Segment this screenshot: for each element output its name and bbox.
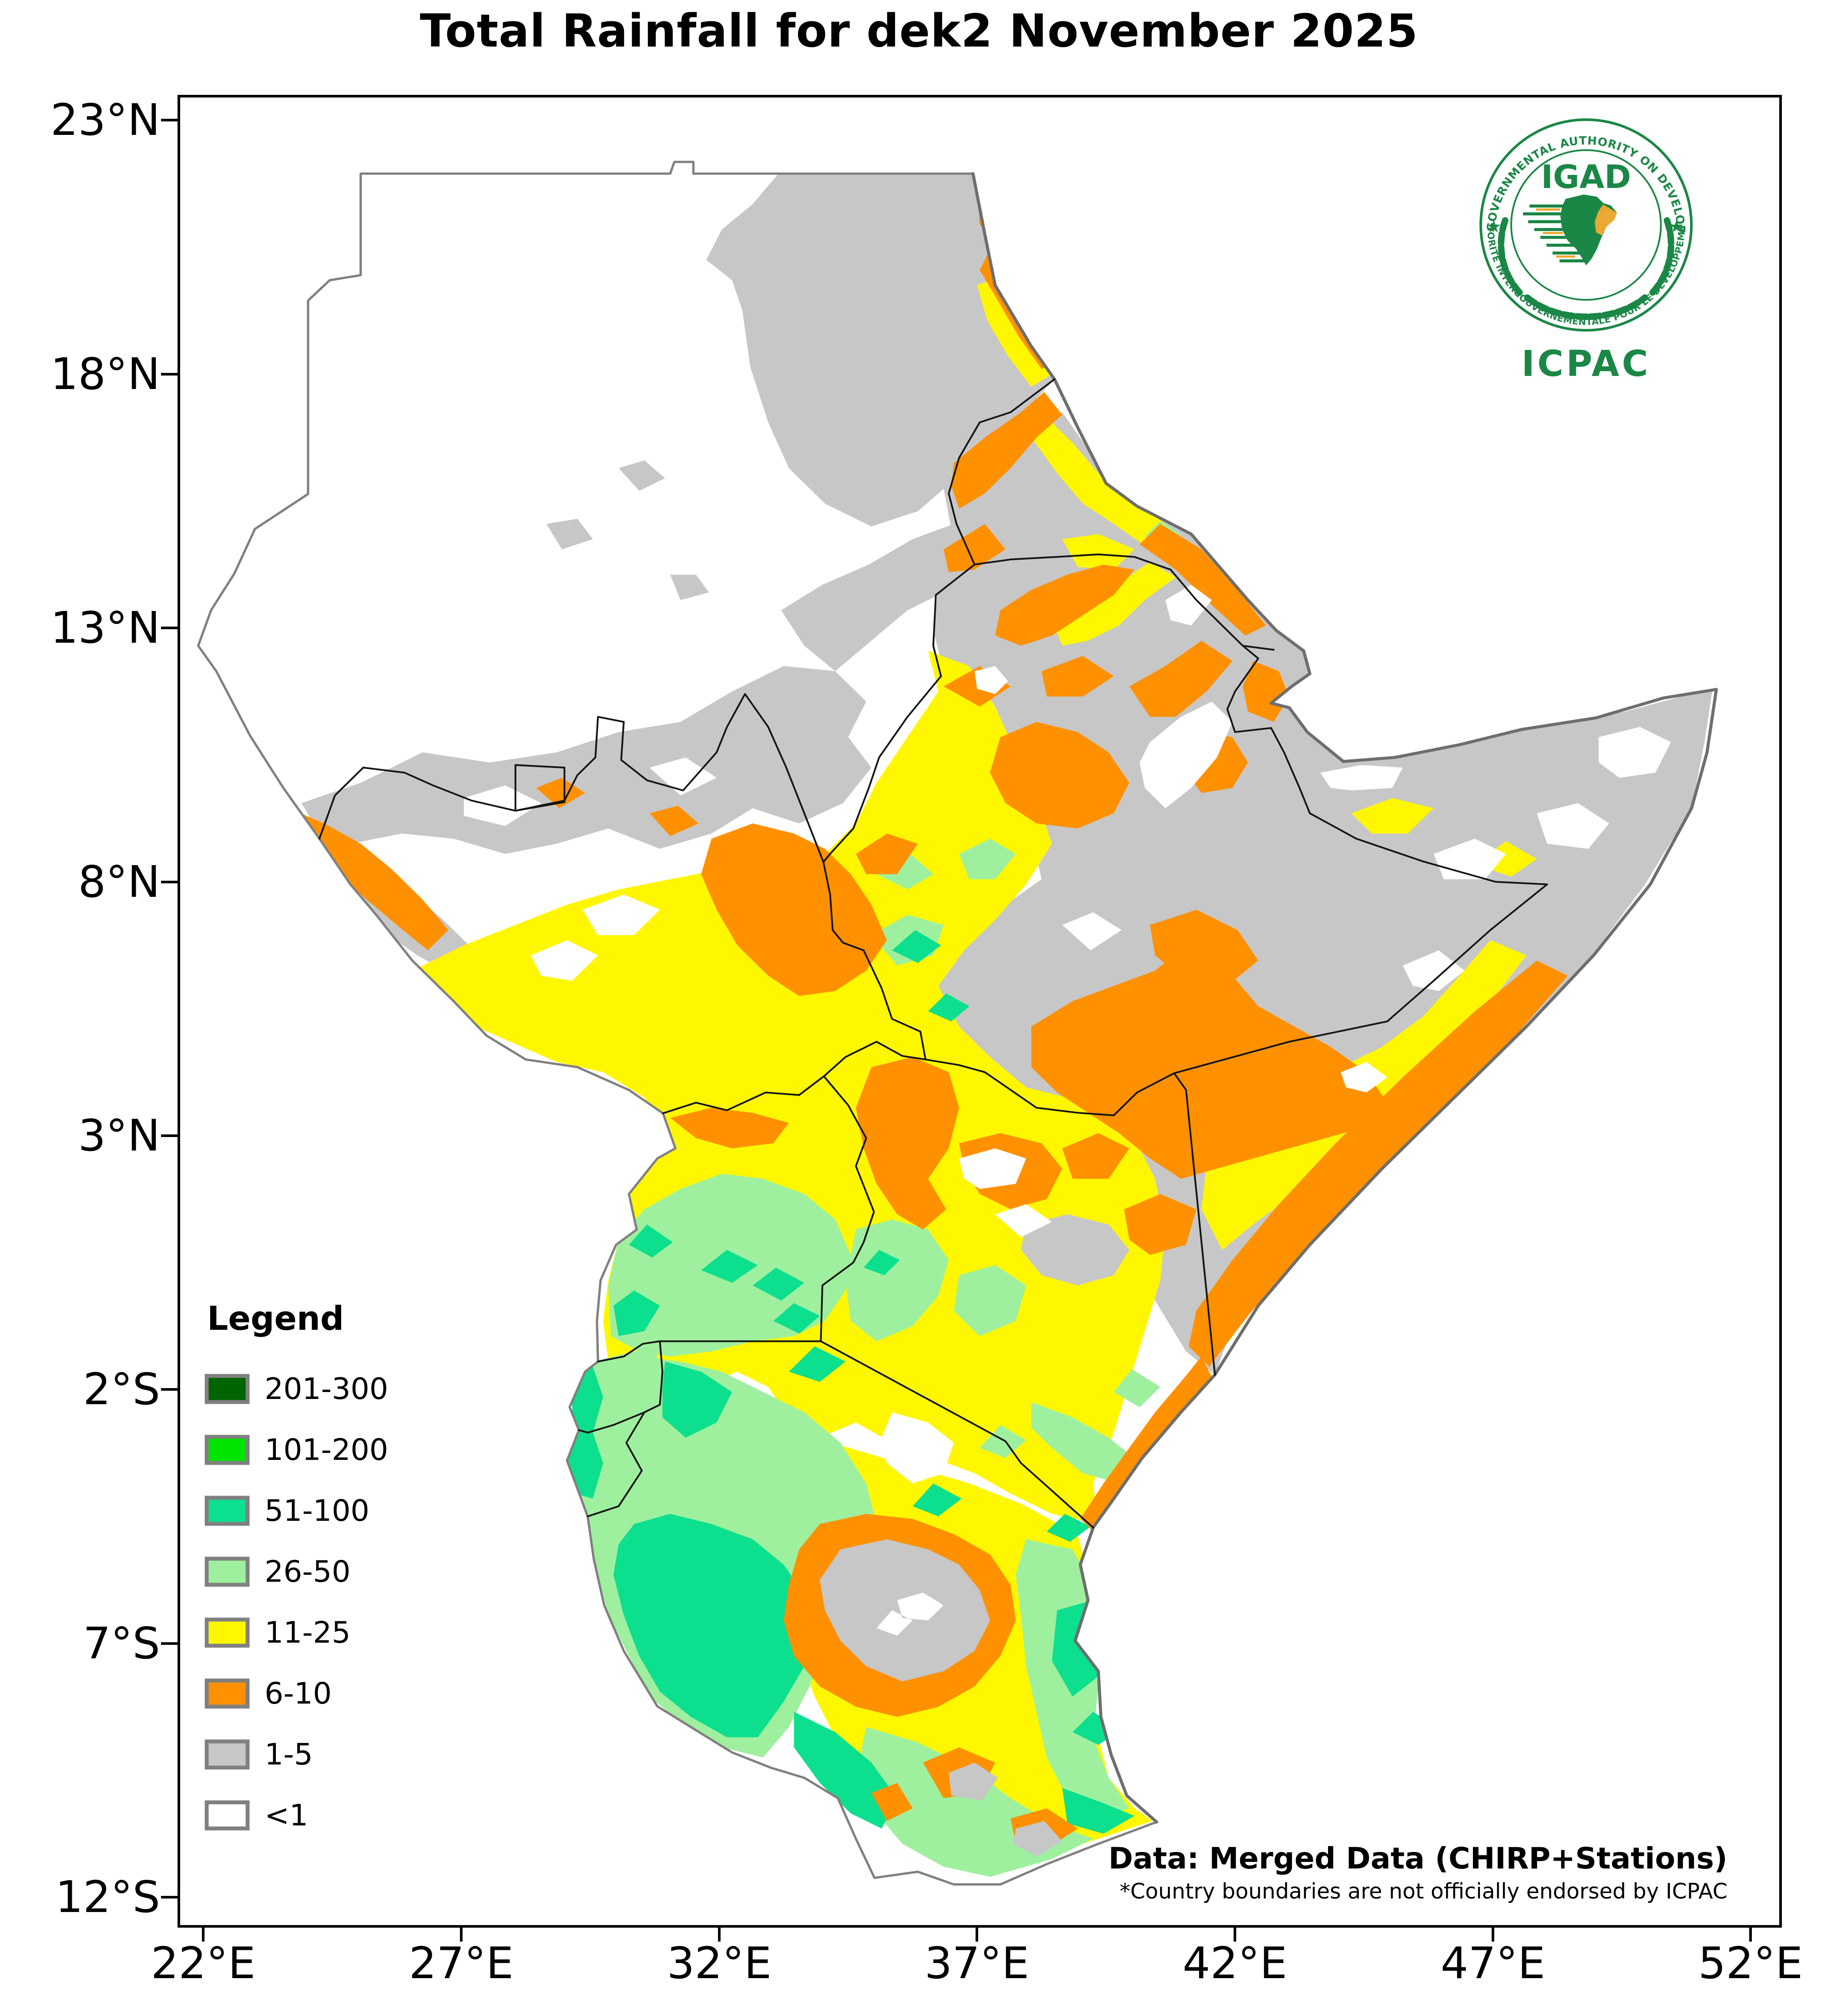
x-label-42e: 42°E <box>1182 1938 1288 1989</box>
y-label-18n: 18°N <box>50 349 160 399</box>
y-label-23n: 23°N <box>50 94 160 145</box>
y-tick-13n <box>161 627 178 629</box>
x-label-22e: 22°E <box>151 1938 256 1989</box>
legend-swatch-1-5 <box>205 1739 250 1770</box>
masked-country-borders <box>197 161 1158 1886</box>
y-tick-7s <box>161 1642 178 1645</box>
legend: Legend 201-300 101-200 51-100 26-50 11-2… <box>205 1299 388 1846</box>
legend-label: 101-200 <box>265 1432 389 1467</box>
logo-org-name: IGAD <box>1541 158 1631 196</box>
legend-swatch-lt1 <box>205 1800 250 1831</box>
y-tick-12s <box>161 1896 178 1899</box>
igad-icpac-logo: INTERGOVERNMENTAL AUTHORITY ON DEVELOPME… <box>1453 105 1693 384</box>
legend-swatch-201-300 <box>205 1374 250 1404</box>
x-label-37e: 37°E <box>924 1938 1030 1989</box>
y-tick-3n <box>161 1134 178 1137</box>
map-plot-area <box>178 95 1782 1928</box>
y-label-12s: 12°S <box>55 1872 160 1922</box>
y-label-2s: 2°S <box>83 1364 160 1415</box>
x-tick-37e <box>976 1925 978 1942</box>
legend-row-101-200: 101-200 <box>205 1419 388 1480</box>
y-label-3n: 3°N <box>78 1110 160 1161</box>
y-tick-2s <box>161 1388 178 1391</box>
legend-row-26-50: 26-50 <box>205 1541 388 1602</box>
rainfall-raster <box>198 174 1712 1877</box>
y-label-13n: 13°N <box>50 602 160 653</box>
legend-title: Legend <box>207 1299 344 1338</box>
y-tick-18n <box>161 373 178 376</box>
legend-row-6-10: 6-10 <box>205 1663 388 1724</box>
legend-row-lt1: <1 <box>205 1785 388 1846</box>
legend-label: 11-25 <box>265 1615 351 1650</box>
legend-label: 201-300 <box>265 1372 389 1406</box>
legend-label: <1 <box>265 1798 309 1833</box>
legend-label: 26-50 <box>265 1554 351 1589</box>
y-label-8n: 8°N <box>78 856 160 907</box>
legend-swatch-101-200 <box>205 1435 250 1465</box>
x-tick-32e <box>718 1925 721 1942</box>
logo-outer-ring <box>1479 118 1693 332</box>
x-tick-42e <box>1234 1925 1236 1942</box>
x-label-32e: 32°E <box>667 1938 772 1989</box>
legend-row-201-300: 201-300 <box>205 1359 388 1419</box>
legend-row-51-100: 51-100 <box>205 1480 388 1541</box>
africa-map-icon <box>1523 195 1617 265</box>
country-borders <box>319 378 1548 1529</box>
legend-row-1-5: 1-5 <box>205 1724 388 1785</box>
legend-swatch-6-10 <box>205 1678 250 1709</box>
data-source-note: Data: Merged Data (CHIRP+Stations) <box>1108 1842 1727 1876</box>
x-tick-52e <box>1749 1925 1752 1942</box>
x-tick-47e <box>1492 1925 1494 1942</box>
rain-class-51-100 <box>567 930 1135 1834</box>
y-label-7s: 7°S <box>83 1618 160 1669</box>
y-tick-8n <box>161 881 178 883</box>
laurel-wreath-icon <box>1498 216 1674 320</box>
legend-row-11-25: 11-25 <box>205 1602 388 1663</box>
legend-swatch-51-100 <box>205 1496 250 1526</box>
x-tick-22e <box>202 1925 205 1942</box>
legend-swatch-26-50 <box>205 1556 250 1587</box>
legend-label: 1-5 <box>265 1737 313 1772</box>
logo-inner-ring <box>1510 149 1662 301</box>
x-tick-27e <box>460 1925 463 1942</box>
legend-label: 51-100 <box>265 1493 369 1528</box>
legend-swatch-11-25 <box>205 1617 250 1648</box>
boundary-disclaimer: *Country boundaries are not officially e… <box>1120 1879 1727 1904</box>
rainfall-map-canvas <box>197 161 1718 1886</box>
map-title: Total Rainfall for dek2 November 2025 <box>419 4 1419 57</box>
x-label-47e: 47°E <box>1440 1938 1546 1989</box>
legend-label: 6-10 <box>265 1676 332 1711</box>
logo-center-name: ICPAC <box>1522 343 1651 384</box>
coastline <box>971 172 1718 1824</box>
y-tick-23n <box>161 119 178 121</box>
x-label-52e: 52°E <box>1698 1938 1803 1989</box>
x-label-27e: 27°E <box>409 1938 514 1989</box>
